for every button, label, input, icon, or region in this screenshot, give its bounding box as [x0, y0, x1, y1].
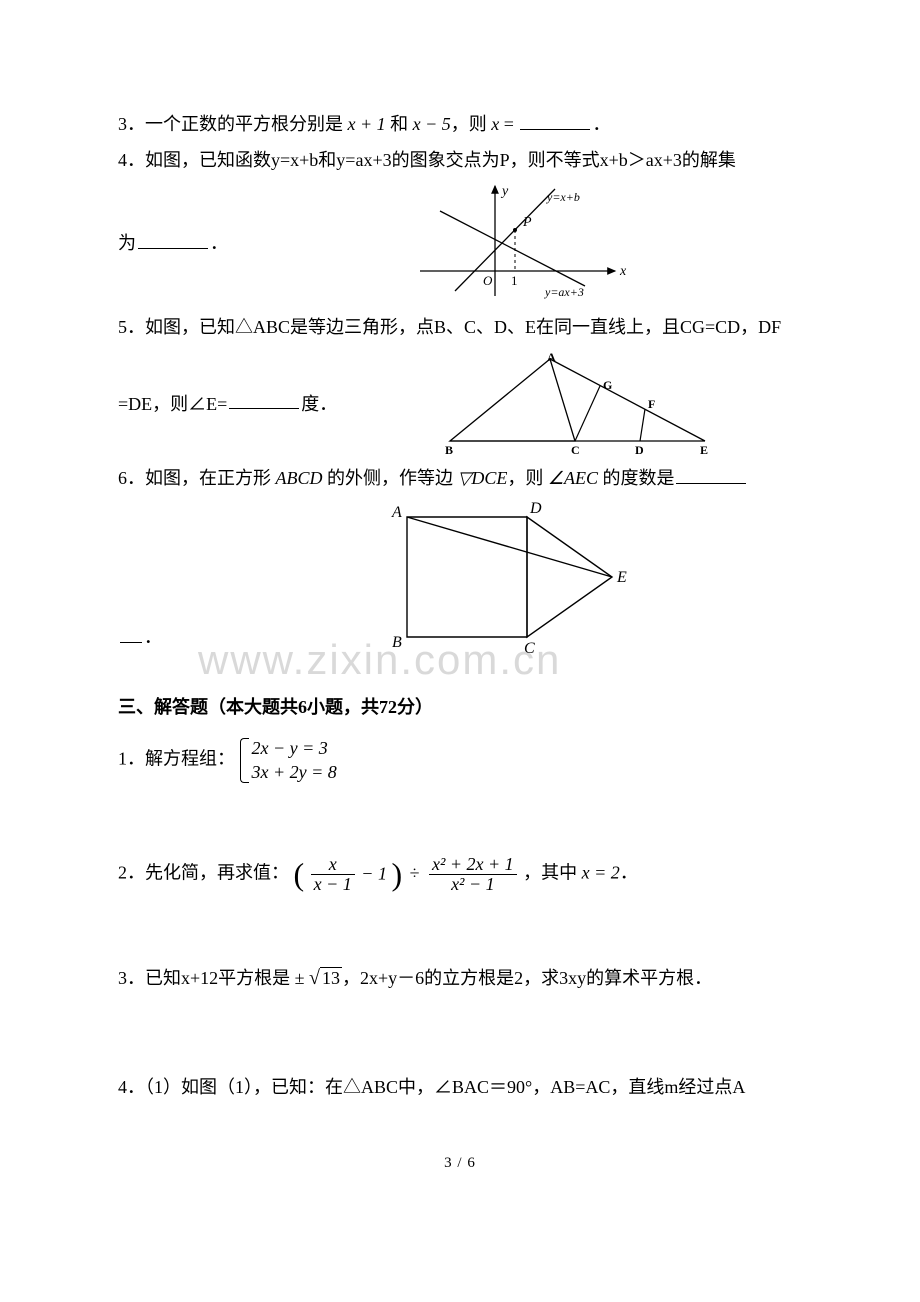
p2-f1den: x − 1	[311, 875, 355, 894]
p2-end: ．	[620, 862, 638, 882]
q4-olabel: O	[483, 273, 493, 288]
q5-figure: A B C D E G F	[435, 351, 725, 456]
q6-end1: 的度数是	[598, 468, 675, 488]
q4-row: 为．	[118, 181, 802, 306]
problem-3: 3．已知x+12平方根是 ± √13，2x+y－6的立方根是2，求3xy的算术平…	[118, 963, 802, 994]
p2-mid: ，其中	[523, 862, 582, 882]
q4-line2-end: ．	[210, 233, 228, 253]
q5-line2: =DE，则∠E= 度．	[118, 390, 337, 419]
q4-line2: 为．	[118, 229, 228, 258]
q6-end2: ．	[144, 627, 162, 647]
problem-4: 4．（1）如图（1），已知：在△ABC中，∠BAC＝90°，AB=AC，直线m经…	[118, 1074, 802, 1102]
p3-post: ，2x+y－6的立方根是2，求3xy的算术平方根．	[342, 968, 712, 988]
q5-D: D	[635, 443, 644, 456]
q4-ylabel: y	[500, 184, 509, 199]
q4-figure-wrap: y x P O 1 y=x+b y=ax+3	[248, 181, 802, 306]
p2-f2den: x² − 1	[429, 875, 517, 894]
q6-text: 6．如图，在正方形 ABCD 的外侧，作等边 ▽DCE，则 ∠AEC 的度数是	[118, 464, 802, 493]
p1-eq2: 3x + 2y = 8	[252, 762, 337, 782]
q5-line1: 5．如图，已知△ABC是等边三角形，点B、C、D、E在同一直线上，且CG=CD，…	[118, 314, 802, 342]
problem-2: 2．先化简，再求值： ( x x − 1 − 1 ) ÷ x² + 2x + 1…	[118, 855, 802, 894]
q5-blank	[229, 390, 299, 410]
question-6: 6．如图，在正方形 ABCD 的外侧，作等边 ▽DCE，则 ∠AEC 的度数是 …	[118, 464, 802, 672]
q5-line2-pre: =DE，则∠E=	[118, 393, 227, 413]
q6-mid1: 的外侧，作等边	[323, 468, 458, 488]
q5-E: E	[700, 443, 708, 456]
q3-expr1: x + 1	[348, 114, 386, 134]
rparen-icon: )	[391, 858, 402, 890]
q6-row: ． A D B C E www.zixin.com.cn	[118, 497, 802, 672]
q5-C: C	[571, 443, 580, 456]
q6-angle: ∠AEC	[548, 468, 598, 488]
q4-line2-pre: 为	[118, 233, 136, 253]
q6-blank2	[120, 623, 142, 643]
p2-minus1: − 1	[361, 863, 387, 883]
q3-mid1: 和	[386, 114, 413, 134]
q4-blank	[138, 229, 208, 249]
sqrt-icon: √13	[309, 963, 342, 994]
q5-G: G	[603, 378, 612, 392]
q6-abcd: ABCD	[276, 468, 323, 488]
question-5: 5．如图，已知△ABC是等边三角形，点B、C、D、E在同一直线上，且CG=CD，…	[118, 314, 802, 457]
q6-D: D	[529, 500, 542, 517]
q5-row: =DE，则∠E= 度． A B C D	[118, 351, 802, 456]
page: 3．一个正数的平方根分别是 x + 1 和 x − 5，则 x = ． 4．如图…	[0, 0, 920, 1236]
page-footer: 3 / 6	[118, 1152, 802, 1175]
q4-line1label: y=x+b	[546, 190, 580, 204]
q6-B: B	[392, 634, 402, 651]
q6-mid2: ，则	[507, 468, 548, 488]
p2-f2num: x² + 2x + 1	[429, 855, 517, 875]
p4-text: 4．（1）如图（1），已知：在△ABC中，∠BAC＝90°，AB=AC，直线m经…	[118, 1077, 745, 1097]
q4-line2label: y=ax+3	[544, 285, 584, 299]
q6-C: C	[524, 640, 535, 657]
lparen-icon: (	[294, 858, 305, 890]
q6-blank	[676, 464, 746, 484]
p3-sqrt-arg: 13	[320, 967, 342, 988]
question-4: 4．如图，已知函数y=x+b和y=ax+3的图象交点为P，则不等式x+b＞ax+…	[118, 147, 802, 306]
p2-f1num: x	[311, 855, 355, 875]
q5-line2-end: 度．	[301, 393, 337, 413]
q4-tick1: 1	[511, 273, 518, 288]
p1-pre: 1．解方程组：	[118, 748, 235, 768]
q4-figure: y x P O 1 y=x+b y=ax+3	[405, 181, 645, 306]
q5-A: A	[547, 351, 556, 364]
q6-tri: ▽DCE	[458, 468, 508, 488]
p3-pre: 3．已知x+12平方根是 ±	[118, 968, 309, 988]
q5-figure-wrap: A B C D E G F	[357, 351, 802, 456]
q5-F: F	[648, 397, 655, 411]
q6-E: E	[616, 569, 627, 586]
q5-B: B	[445, 443, 453, 456]
p2-frac2: x² + 2x + 1 x² − 1	[429, 855, 517, 894]
q4-xlabel: x	[619, 264, 627, 279]
q6-cont: ．	[118, 623, 162, 652]
q6-figure-wrap: A D B C E	[182, 497, 802, 672]
p2-div: ÷	[410, 863, 420, 883]
p2-frac1: x x − 1	[311, 855, 355, 894]
q3-pre: 3．一个正数的平方根分别是	[118, 114, 348, 134]
p2-pre: 2．先化简，再求值：	[118, 862, 289, 882]
q6-figure: A D B C E	[352, 497, 632, 672]
question-3: 3．一个正数的平方根分别是 x + 1 和 x − 5，则 x = ．	[118, 110, 802, 139]
p2-where: x = 2	[582, 862, 620, 882]
q6-A: A	[391, 504, 402, 521]
q3-mid2: ，则	[451, 114, 492, 134]
q4-plabel: P	[522, 215, 532, 230]
q3-end: ．	[592, 114, 610, 134]
p1-eq1: 2x − y = 3	[252, 738, 328, 758]
q3-expr2: x − 5	[413, 114, 451, 134]
q3-eq: =	[499, 114, 518, 134]
q4-line1: 4．如图，已知函数y=x+b和y=ax+3的图象交点为P，则不等式x+b＞ax+…	[118, 147, 802, 175]
q6-pre: 6．如图，在正方形	[118, 468, 276, 488]
q3-blank	[520, 110, 590, 130]
section-3-title: 三、解答题（本大题共6小题，共72分）	[118, 694, 802, 722]
p1-system: 2x − y = 3 3x + 2y = 8	[240, 736, 337, 785]
problem-1: 1．解方程组： 2x − y = 3 3x + 2y = 8	[118, 736, 802, 785]
